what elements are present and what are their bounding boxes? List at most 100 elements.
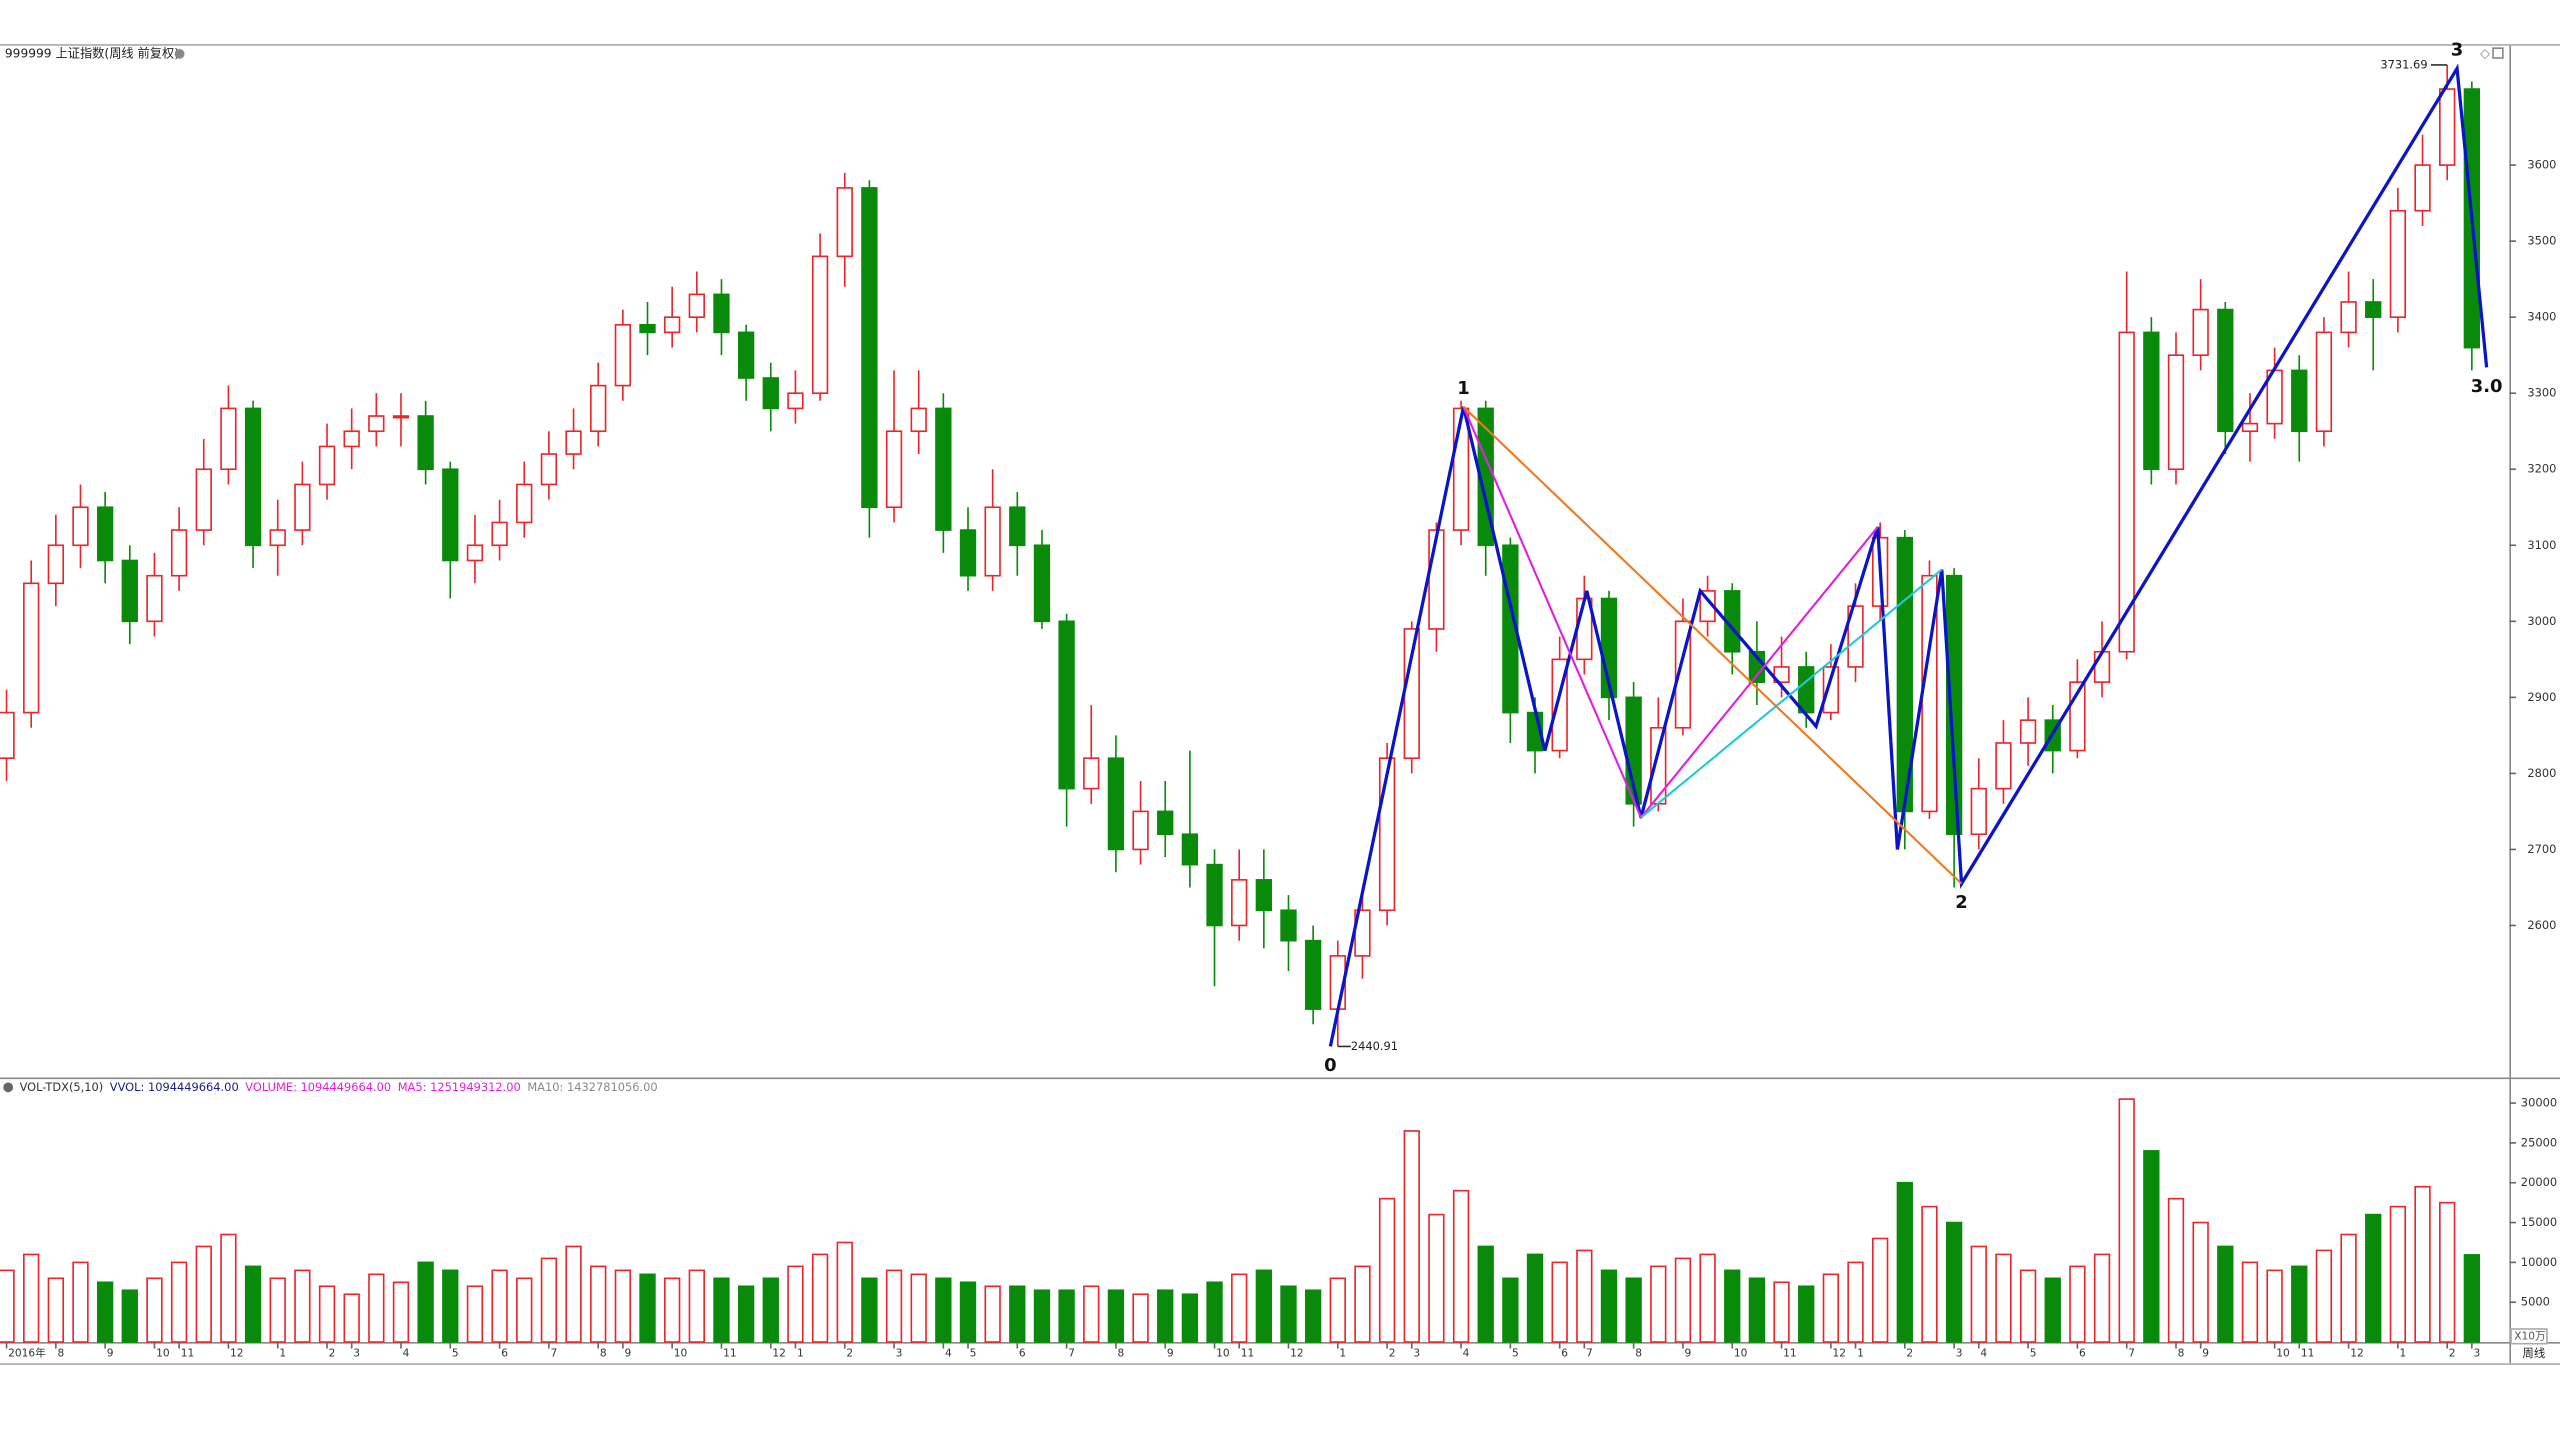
x-tick-label: 9 [107, 1346, 114, 1359]
icon[interactable] [2492, 47, 2504, 59]
volume-bar [540, 1257, 558, 1343]
volume-bar [811, 1253, 829, 1343]
y-tick-label: 15000 [2521, 1215, 2557, 1229]
candle-body [2315, 331, 2333, 433]
volume-bar [269, 1277, 286, 1343]
volume-bar [2365, 1213, 2382, 1343]
x-tick-label: 3 [1413, 1346, 1420, 1359]
candle-body [392, 415, 410, 419]
pivot-label: 0 [1324, 1055, 1336, 1076]
volume-bar [466, 1285, 484, 1343]
volume-bar [294, 1269, 311, 1343]
volume-bar [935, 1277, 952, 1343]
candle-body [762, 377, 779, 410]
y-tick-label: 2800 [2527, 766, 2556, 780]
x-tick-label: 10 [1734, 1346, 1748, 1359]
volume-bar [2389, 1205, 2407, 1343]
volume-bar [1576, 1249, 1593, 1343]
candle-body [2192, 308, 2209, 357]
volume-bar [885, 1269, 903, 1343]
candle-body [121, 559, 138, 623]
volume-bar [2291, 1265, 2308, 1343]
volume-bar [47, 1277, 65, 1343]
volume-bar [2414, 1185, 2431, 1343]
volume-bar [244, 1265, 262, 1343]
volume-bar [1231, 1273, 1248, 1343]
candle-body [2093, 650, 2111, 683]
y-tick-label: 30000 [2521, 1096, 2557, 1110]
x-tick-label: 2 [1906, 1346, 1913, 1359]
pivot-label: 2 [1955, 892, 1967, 913]
x-tick-label: 2 [1389, 1346, 1396, 1359]
candle-body [2439, 88, 2456, 166]
x-tick-label: 2 [329, 1346, 336, 1359]
candle-body [1009, 506, 1026, 547]
x-tick-label: 11 [2301, 1346, 2315, 1359]
volume-bar [1798, 1285, 1815, 1343]
candle-body [885, 430, 903, 509]
volume-bar [1280, 1285, 1297, 1343]
volume-bar [1921, 1205, 1938, 1343]
volume-bar [72, 1261, 89, 1343]
volume-bar [2241, 1261, 2259, 1343]
y-tick-label: 25000 [2521, 1135, 2557, 1149]
icon[interactable]: ◇ [2480, 46, 2490, 61]
candle-body [170, 529, 188, 577]
volume-bar [1650, 1265, 1667, 1343]
candle-body [1107, 757, 1125, 851]
x-tick-label: 11 [1241, 1346, 1255, 1359]
volume-bar [343, 1293, 360, 1343]
candle-body [23, 582, 40, 714]
volume-bar [1847, 1261, 1864, 1343]
volume-bar [1403, 1130, 1420, 1343]
volume-bar [2439, 1201, 2456, 1343]
volume-bar [1945, 1221, 1963, 1343]
x-tick-label: 12 [1290, 1346, 1304, 1359]
volume-bar [614, 1269, 632, 1343]
volume-bar [1625, 1277, 1642, 1343]
candle-body [1822, 666, 1840, 714]
x-tick-label: 4 [1980, 1346, 1987, 1359]
x-tick-label: 10 [2276, 1346, 2290, 1359]
x-tick-label: 9 [1685, 1346, 1692, 1359]
candle-body [1181, 833, 1199, 866]
candle-body [1773, 666, 1790, 683]
volume-bar [2044, 1277, 2061, 1343]
y-tick-label: 5000 [2521, 1295, 2550, 1309]
volume-bar [2093, 1253, 2111, 1343]
volume-bar [195, 1245, 212, 1343]
candle-body [2167, 354, 2185, 471]
volume-bar [1699, 1253, 1716, 1343]
candle-body [1132, 810, 1149, 851]
x-tick-label: 7 [1068, 1346, 1075, 1359]
volume-bar [1896, 1181, 1913, 1343]
volume-bar [590, 1265, 607, 1343]
candle-body [1970, 787, 1987, 836]
x-tick-label: 2 [2449, 1346, 2456, 1359]
y-tick-label: 3300 [2527, 386, 2556, 400]
volume-bar [959, 1281, 977, 1343]
volume-bar [2192, 1221, 2209, 1343]
volume-bar [836, 1241, 853, 1343]
x-tick-label: 5 [452, 1346, 459, 1359]
volume-bar [2340, 1233, 2357, 1343]
y-tick-label: 3100 [2527, 538, 2556, 552]
x-tick-label: 10 [674, 1346, 688, 1359]
volume-bar [1477, 1245, 1494, 1343]
x-tick-label: 4 [945, 1346, 952, 1359]
volume-bar [1773, 1281, 1790, 1343]
x-tick-label: 6 [1561, 1346, 1568, 1359]
x-tick-label: 12 [230, 1346, 244, 1359]
volume-bar [861, 1277, 878, 1343]
volume-header: VVOL: 1094449664.00 [110, 1080, 239, 1094]
candle-body [2118, 331, 2135, 653]
y-tick-label: 3600 [2527, 158, 2556, 172]
low-label: 2440.91 [1351, 1039, 1398, 1053]
x-tick-label: 11 [723, 1346, 737, 1359]
volume-header: VOL-TDX(5,10) [20, 1080, 104, 1094]
volume-bar [2118, 1098, 2135, 1343]
volume-bar [2069, 1265, 2086, 1343]
x-tick-label: 9 [1167, 1346, 1174, 1359]
high-label: 3731.69 [2380, 57, 2427, 71]
